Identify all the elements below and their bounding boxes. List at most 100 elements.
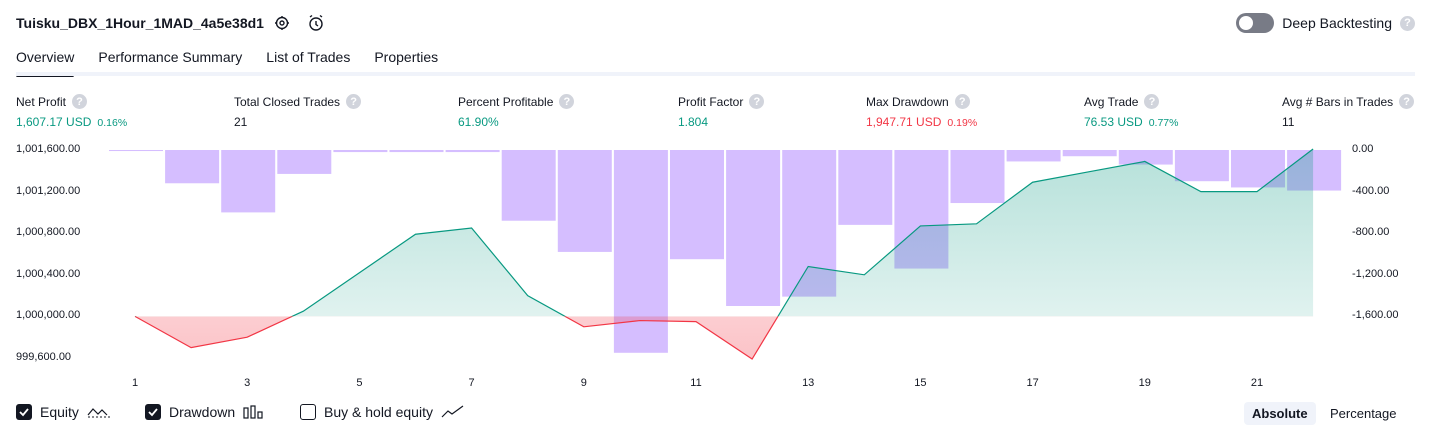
drawdown-bar: [1287, 150, 1342, 191]
metric-max-drawdown: Max Drawdown? 1,947.71 USD 0.19%: [866, 94, 977, 129]
metric-value: 11: [1282, 115, 1295, 129]
metric-value: 21: [234, 115, 248, 129]
right-axis-tick: -800.00: [1352, 226, 1390, 239]
metric-label: Percent Profitable: [458, 94, 554, 109]
equity-line-loss: [134, 316, 779, 360]
drawdown-bar: [1174, 150, 1229, 182]
metric-value: 76.53 USD: [1084, 115, 1143, 129]
percentage-button[interactable]: Percentage: [1330, 406, 1397, 421]
equity-area-loss: [135, 316, 1314, 360]
metric-value: 61.90%: [458, 115, 499, 129]
metric-label: Total Closed Trades: [234, 94, 341, 109]
drawdown-bar: [445, 150, 500, 153]
drawdown-bar: [277, 150, 332, 174]
strategy-name: Tuisku_DBX_1Hour_1MAD_4a5e38d1: [16, 15, 264, 31]
gear-icon[interactable]: [272, 13, 292, 33]
metric-label: Avg Trade: [1084, 94, 1139, 109]
legend-equity-label: Equity: [40, 404, 79, 420]
deep-backtesting-toggle[interactable]: [1236, 13, 1275, 33]
metric-value: 1.804: [678, 115, 709, 129]
x-axis-tick: 11: [690, 377, 702, 389]
legend-drawdown-label: Drawdown: [169, 404, 236, 420]
equity-checkbox[interactable]: [16, 404, 32, 420]
equity-area-profit: [292, 148, 1314, 317]
legend-drawdown[interactable]: Drawdown: [145, 404, 265, 420]
help-icon[interactable]: ?: [1399, 94, 1415, 109]
metric-total-closed-trades: Total Closed Trades? 21: [234, 94, 362, 129]
drawdown-bar: [726, 150, 781, 306]
add-alert-icon[interactable]: [306, 13, 326, 33]
drawdown-bar: [557, 150, 612, 252]
right-axis-tick: -1,600.00: [1352, 309, 1399, 322]
drawdown-bar: [1118, 150, 1173, 165]
legend-buy-hold-label: Buy & hold equity: [324, 404, 433, 420]
metric-value: 1,607.17 USD: [16, 115, 92, 129]
equity-line: [135, 148, 1314, 317]
drawdown-bar: [109, 150, 163, 152]
legend-buy-hold[interactable]: Buy & hold equity: [300, 404, 465, 420]
drawdown-bar: [1062, 150, 1117, 157]
absolute-button[interactable]: Absolute: [1244, 402, 1316, 425]
x-axis-tick: 15: [914, 377, 927, 389]
buy-hold-line-icon: [441, 405, 464, 418]
x-axis-tick: 17: [1026, 377, 1039, 389]
help-icon[interactable]: ?: [749, 94, 765, 109]
metric-percent-profitable: Percent Profitable? 61.90%: [458, 94, 575, 129]
metric-percent: 0.16%: [97, 117, 128, 129]
help-icon[interactable]: ?: [954, 94, 970, 109]
help-icon[interactable]: ?: [346, 94, 362, 109]
drawdown-bar: [782, 150, 837, 297]
metric-label: Profit Factor: [678, 94, 744, 109]
help-icon[interactable]: ?: [1400, 15, 1415, 31]
drawdown-bar: [1231, 150, 1285, 188]
metric-label: Max Drawdown: [866, 94, 949, 109]
tab-list-of-trades[interactable]: List of Trades: [266, 49, 351, 65]
left-axis-tick: 1,001,200.00: [16, 184, 81, 197]
drawdown-bar: [389, 150, 444, 153]
drawdown-bar: [165, 150, 220, 184]
tab-performance-summary[interactable]: Performance Summary: [98, 49, 243, 65]
x-axis-tick: 3: [244, 377, 251, 389]
x-axis-tick: 13: [802, 377, 815, 389]
tab-bar: Overview Performance Summary List of Tra…: [16, 49, 439, 77]
x-axis-tick: 9: [580, 377, 587, 389]
metric-label: Avg # Bars in Trades: [1282, 94, 1394, 109]
left-axis-tick: 999,600.00: [16, 351, 72, 363]
x-axis-tick: 7: [468, 377, 475, 389]
drawdown-bar: [333, 150, 388, 153]
left-axis-tick: 1,000,400.00: [16, 267, 81, 280]
tab-divider: [16, 72, 1415, 76]
x-axis-tick: 1: [131, 377, 139, 389]
drawdown-checkbox[interactable]: [145, 404, 161, 420]
drawdown-bars-icon: [243, 405, 263, 419]
drawdown-bar: [1006, 150, 1061, 162]
metric-net-profit: Net Profit? 1,607.17 USD 0.16%: [16, 94, 127, 129]
help-icon[interactable]: ?: [1144, 94, 1160, 109]
x-axis-tick: 5: [356, 377, 363, 389]
buy-hold-checkbox[interactable]: [300, 404, 316, 420]
metric-value: 1,947.71 USD: [866, 115, 942, 129]
metric-percent: 0.19%: [947, 117, 978, 129]
drawdown-bar: [221, 150, 276, 213]
deep-backtesting: Deep Backtesting ?: [1236, 13, 1415, 33]
drawdown-bar: [894, 150, 949, 269]
left-axis-tick: 1,000,000.00: [16, 309, 81, 322]
drawdown-bar: [838, 150, 893, 225]
deep-backtesting-label: Deep Backtesting: [1282, 15, 1392, 31]
legend-equity[interactable]: Equity: [16, 404, 111, 420]
help-icon[interactable]: ?: [72, 94, 88, 109]
x-axis-tick: 21: [1250, 377, 1264, 389]
metric-avg-trade: Avg Trade? 76.53 USD 0.77%: [1084, 94, 1178, 129]
drawdown-bar: [501, 150, 556, 221]
equity-line-icon: [87, 408, 110, 418]
drawdown-bar: [670, 150, 724, 260]
left-axis-tick: 1,000,800.00: [16, 226, 81, 239]
help-icon[interactable]: ?: [559, 94, 575, 109]
x-axis-tick: 19: [1138, 377, 1151, 389]
left-axis-tick: 1,001,600.00: [16, 143, 81, 155]
metric-avg-bars-in-trades: Avg # Bars in Trades? 11: [1282, 94, 1415, 129]
right-axis-tick: 0.00: [1352, 143, 1374, 155]
right-axis-tick: -400.00: [1352, 184, 1390, 197]
tab-properties[interactable]: Properties: [374, 49, 439, 65]
metric-percent: 0.77%: [1148, 117, 1179, 129]
